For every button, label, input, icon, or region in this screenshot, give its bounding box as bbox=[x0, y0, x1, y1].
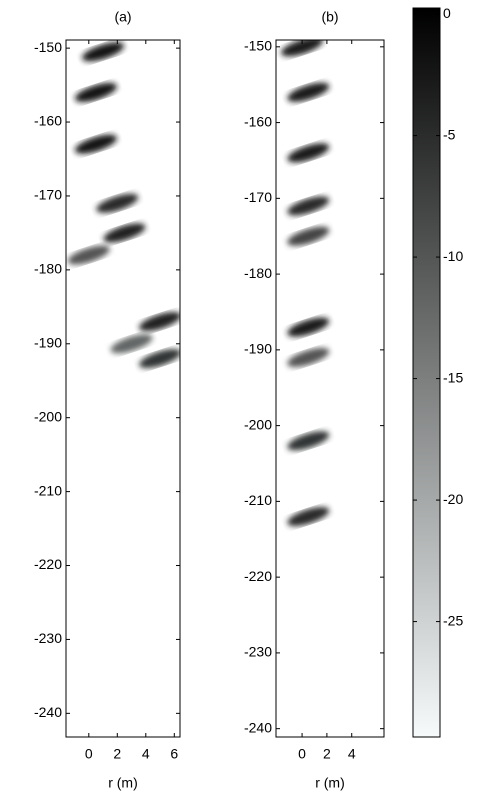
intensity-blob bbox=[103, 223, 146, 243]
x-tick-label: 6 bbox=[170, 746, 178, 762]
y-tick-label: -200 bbox=[34, 408, 62, 424]
panel-title: (b) bbox=[321, 9, 338, 25]
intensity-blob bbox=[287, 431, 330, 451]
intensity-blob bbox=[96, 193, 139, 213]
y-tick-label: -200 bbox=[244, 416, 272, 432]
y-tick-label: -210 bbox=[244, 492, 272, 508]
plot-frame bbox=[275, 39, 385, 738]
y-tick-label: -150 bbox=[244, 38, 272, 54]
y-tick-label: -210 bbox=[34, 482, 62, 498]
intensity-blob bbox=[74, 134, 117, 154]
y-tick-label: -240 bbox=[34, 704, 62, 720]
plot-frame bbox=[65, 39, 181, 738]
intensity-blob bbox=[287, 317, 330, 337]
colorbar-tick-label: -25 bbox=[443, 612, 463, 628]
y-tick-label: -190 bbox=[244, 341, 272, 357]
panel-title: (a) bbox=[114, 9, 131, 25]
colorbar-tick-label: -20 bbox=[443, 491, 463, 507]
y-tick-label: -160 bbox=[244, 113, 272, 129]
colorbar-tick-label: 0 bbox=[443, 5, 451, 21]
x-tick-label: 4 bbox=[142, 746, 150, 762]
y-tick-label: -240 bbox=[244, 719, 272, 735]
intensity-blob bbox=[281, 40, 324, 57]
y-tick-label: -190 bbox=[34, 334, 62, 350]
intensity-blob bbox=[110, 334, 153, 354]
heatmap-layer bbox=[281, 40, 330, 527]
intensity-blob bbox=[287, 196, 330, 216]
intensity-blob bbox=[287, 347, 330, 367]
colorbar-tick-label: -10 bbox=[443, 248, 463, 264]
intensity-blob bbox=[139, 349, 180, 369]
y-tick-label: -160 bbox=[34, 113, 62, 129]
x-tick-label: 0 bbox=[85, 746, 93, 762]
y-tick-label: -220 bbox=[244, 568, 272, 584]
intensity-blob bbox=[287, 82, 330, 102]
intensity-blob bbox=[67, 245, 110, 265]
colorbar-tick-label: -5 bbox=[443, 126, 456, 142]
colorbar bbox=[412, 7, 441, 738]
heatmap-layer bbox=[67, 42, 180, 369]
colorbar-tick-label: -15 bbox=[443, 369, 463, 385]
y-tick-label: -180 bbox=[34, 261, 62, 277]
y-tick-label: -150 bbox=[34, 39, 62, 55]
x-tick-label: 0 bbox=[298, 746, 306, 762]
y-tick-label: -230 bbox=[34, 630, 62, 646]
y-tick-label: -170 bbox=[244, 189, 272, 205]
intensity-blob bbox=[287, 143, 330, 163]
intensity-blob bbox=[287, 507, 330, 527]
x-axis-label: r (m) bbox=[108, 775, 138, 791]
intensity-blob bbox=[82, 42, 125, 62]
y-tick-label: -230 bbox=[244, 644, 272, 660]
y-tick-label: -170 bbox=[34, 187, 62, 203]
x-axis-label: r (m) bbox=[315, 775, 345, 791]
intensity-blob bbox=[139, 312, 180, 332]
intensity-blob bbox=[287, 226, 330, 246]
x-tick-label: 2 bbox=[113, 746, 121, 762]
x-tick-label: 4 bbox=[348, 746, 356, 762]
x-tick-label: 2 bbox=[323, 746, 331, 762]
y-tick-label: -180 bbox=[244, 265, 272, 281]
intensity-blob bbox=[74, 82, 117, 102]
y-tick-label: -220 bbox=[34, 556, 62, 572]
